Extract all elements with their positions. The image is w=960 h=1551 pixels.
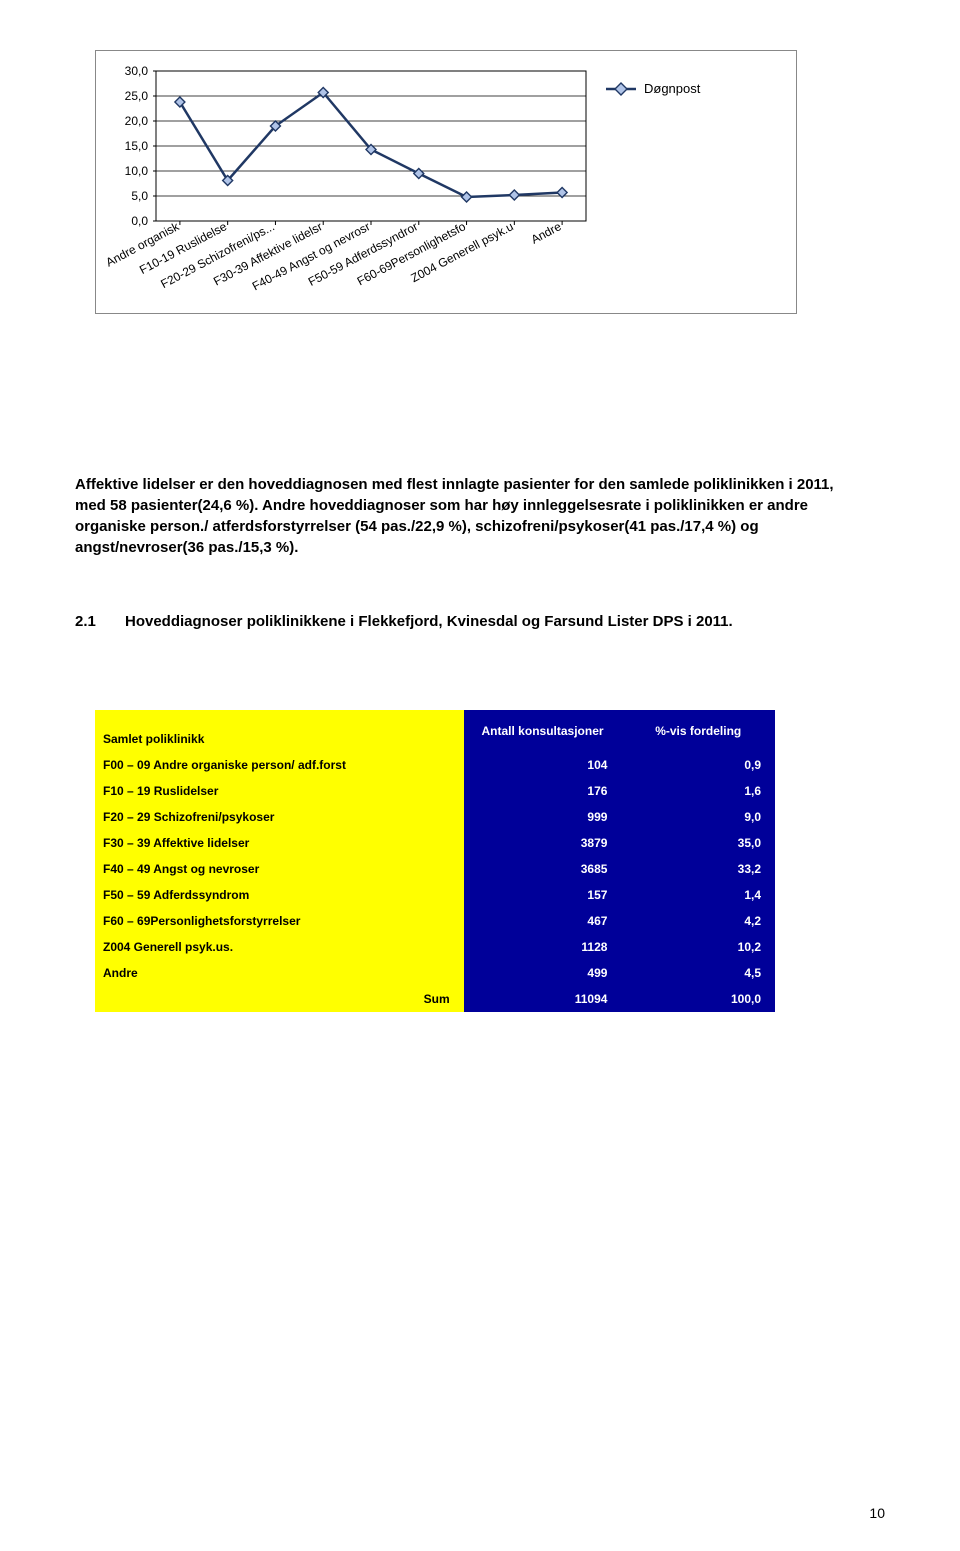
row-val2: 4,2 bbox=[621, 908, 775, 934]
row-label: F30 – 39 Affektive lidelser bbox=[95, 830, 464, 856]
line-chart: 0,05,010,015,020,025,030,000-09 Andre or… bbox=[106, 61, 766, 311]
table-header-col1: Antall konsultasjoner bbox=[464, 710, 622, 752]
svg-text:15,0: 15,0 bbox=[125, 139, 149, 153]
row-label: F10 – 19 Ruslidelser bbox=[95, 778, 464, 804]
row-val1: 999 bbox=[464, 804, 622, 830]
row-val1: 3879 bbox=[464, 830, 622, 856]
sum-val1: 11094 bbox=[464, 986, 622, 1012]
table-row: F60 – 69Personlighetsforstyrrelser4674,2 bbox=[95, 908, 775, 934]
svg-text:Døgnpost: Døgnpost bbox=[644, 81, 701, 96]
table-row: F20 – 29 Schizofreni/psykoser9999,0 bbox=[95, 804, 775, 830]
row-val1: 1128 bbox=[464, 934, 622, 960]
row-val2: 9,0 bbox=[621, 804, 775, 830]
row-val2: 4,5 bbox=[621, 960, 775, 986]
row-label: F60 – 69Personlighetsforstyrrelser bbox=[95, 908, 464, 934]
row-label: F00 – 09 Andre organiske person/ adf.for… bbox=[95, 752, 464, 778]
svg-text:5,0: 5,0 bbox=[131, 189, 148, 203]
row-val1: 157 bbox=[464, 882, 622, 908]
sum-label: Sum bbox=[95, 986, 464, 1012]
table-row: Z004 Generell psyk.us.112810,2 bbox=[95, 934, 775, 960]
svg-text:Andre: Andre bbox=[529, 219, 564, 247]
table-header-col2: %-vis fordeling bbox=[621, 710, 775, 752]
table-sum-row: Sum 11094 100,0 bbox=[95, 986, 775, 1012]
page-number: 10 bbox=[869, 1505, 885, 1521]
row-label: F40 – 49 Angst og nevroser bbox=[95, 856, 464, 882]
row-label: F50 – 59 Adferdssyndrom bbox=[95, 882, 464, 908]
section-title: Hoveddiagnoser poliklinikkene i Flekkefj… bbox=[125, 613, 855, 630]
table-header-left: Samlet poliklinikk bbox=[95, 710, 464, 752]
row-val2: 33,2 bbox=[621, 856, 775, 882]
section-heading: 2.1 Hoveddiagnoser poliklinikkene i Flek… bbox=[75, 613, 855, 630]
row-val1: 176 bbox=[464, 778, 622, 804]
table-body: F00 – 09 Andre organiske person/ adf.for… bbox=[95, 752, 775, 986]
table-container: Samlet poliklinikk Antall konsultasjoner… bbox=[75, 710, 885, 1012]
row-val2: 35,0 bbox=[621, 830, 775, 856]
row-val1: 499 bbox=[464, 960, 622, 986]
chart-container: 0,05,010,015,020,025,030,000-09 Andre or… bbox=[95, 50, 797, 314]
row-val2: 10,2 bbox=[621, 934, 775, 960]
table-row: Andre4994,5 bbox=[95, 960, 775, 986]
table-row: F40 – 49 Angst og nevroser368533,2 bbox=[95, 856, 775, 882]
svg-text:30,0: 30,0 bbox=[125, 64, 149, 78]
body-paragraph: Affektive lidelser er den hoveddiagnosen… bbox=[75, 474, 855, 558]
table-row: F10 – 19 Ruslidelser1761,6 bbox=[95, 778, 775, 804]
row-label: Andre bbox=[95, 960, 464, 986]
row-val1: 3685 bbox=[464, 856, 622, 882]
svg-text:20,0: 20,0 bbox=[125, 114, 149, 128]
table-row: F50 – 59 Adferdssyndrom1571,4 bbox=[95, 882, 775, 908]
svg-text:0,0: 0,0 bbox=[131, 214, 148, 228]
row-val2: 1,6 bbox=[621, 778, 775, 804]
table-row: F30 – 39 Affektive lidelser387935,0 bbox=[95, 830, 775, 856]
row-val1: 104 bbox=[464, 752, 622, 778]
table-header-row: Samlet poliklinikk Antall konsultasjoner… bbox=[95, 710, 775, 752]
row-val2: 1,4 bbox=[621, 882, 775, 908]
sum-val2: 100,0 bbox=[621, 986, 775, 1012]
row-val2: 0,9 bbox=[621, 752, 775, 778]
row-val1: 467 bbox=[464, 908, 622, 934]
section-number: 2.1 bbox=[75, 613, 125, 630]
row-label: Z004 Generell psyk.us. bbox=[95, 934, 464, 960]
table-row: F00 – 09 Andre organiske person/ adf.for… bbox=[95, 752, 775, 778]
data-table: Samlet poliklinikk Antall konsultasjoner… bbox=[95, 710, 775, 1012]
row-label: F20 – 29 Schizofreni/psykoser bbox=[95, 804, 464, 830]
svg-text:25,0: 25,0 bbox=[125, 89, 149, 103]
svg-text:10,0: 10,0 bbox=[125, 164, 149, 178]
